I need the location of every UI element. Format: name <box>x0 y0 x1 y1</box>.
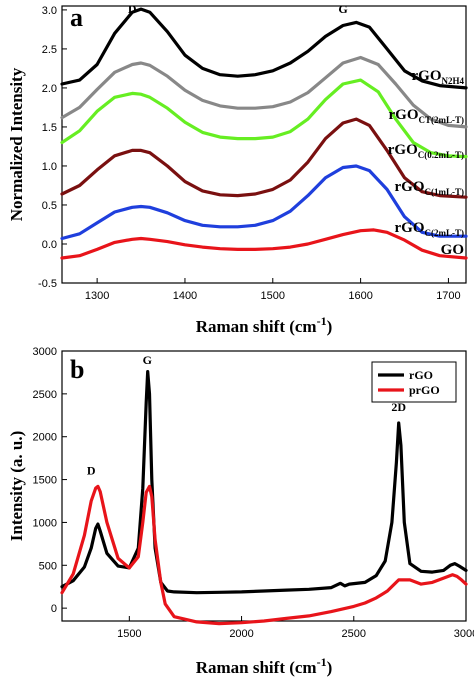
y-axis-title: Intensity (a. u.) <box>7 431 26 542</box>
y-tick-label: 1.5 <box>42 122 57 134</box>
series-label: GO <box>441 242 464 258</box>
y-tick-label: 1.0 <box>42 161 57 173</box>
series-label: rGOC(2mL-T) <box>395 220 465 238</box>
series-line-rgo <box>60 117 468 199</box>
y-axis-title: Normalized Intensity <box>7 67 26 221</box>
series-line-rgo <box>60 7 468 90</box>
panel-b: 1500 2000 2500 3000 0 500 1000 1500 2000 2500 3000… <box>7 346 474 677</box>
series-line-prgo <box>60 484 468 626</box>
series-line-rgo <box>60 55 468 129</box>
series-line-rgo <box>60 164 468 241</box>
x-tick-label: 3000 <box>454 628 474 640</box>
peak-label: D <box>128 2 137 16</box>
y-tick-label: 1000 <box>33 517 57 529</box>
legend-label: prGO <box>409 383 440 397</box>
peak-label: D <box>87 463 96 477</box>
y-tick-label: 0.5 <box>42 200 57 212</box>
y-tick-label: -0.5 <box>38 278 57 290</box>
panel-letter: b <box>70 355 84 384</box>
peak-label: 2D <box>391 400 406 414</box>
series-label: rGON2H4 <box>412 68 465 86</box>
y-tick-label: 3.0 <box>42 5 57 17</box>
x-tick-label: 1500 <box>117 628 141 640</box>
peak-label: G <box>143 353 152 367</box>
y-tick-label: 500 <box>39 560 57 572</box>
x-tick-label: 2500 <box>342 628 366 640</box>
y-tick-label: 3000 <box>33 346 57 358</box>
x-tick-label: 1600 <box>348 290 372 302</box>
panel-letter: a <box>70 3 83 32</box>
y-tick-label: 0.0 <box>42 239 57 251</box>
peak-label: G <box>338 2 347 16</box>
plot-frame <box>61 5 467 284</box>
x-tick-label: 1500 <box>261 290 285 302</box>
y-tick-label: 1500 <box>33 475 57 487</box>
x-tick-label: 2000 <box>229 628 253 640</box>
x-tick-label: 1700 <box>436 290 460 302</box>
legend-label: rGO <box>409 368 433 382</box>
legend-box <box>371 361 457 403</box>
y-tick-label: 2000 <box>33 432 57 444</box>
series-line-rgo <box>60 370 468 595</box>
series-label: rGOC(1mL-T) <box>395 179 465 197</box>
x-axis-title: Raman shift (cm-1) <box>196 314 333 336</box>
series-label: rGOC(0.2mL-T) <box>388 142 464 160</box>
series-line-go <box>60 228 468 260</box>
x-axis-title: Raman shift (cm-1) <box>196 655 333 677</box>
series-line-rgo <box>60 78 468 159</box>
series-label: rGOCT(2mL-T) <box>389 107 465 125</box>
y-tick-label: 2.5 <box>42 44 57 56</box>
y-tick-label: 2500 <box>33 389 57 401</box>
x-tick-label: 1400 <box>173 290 197 302</box>
y-tick-label: 2.0 <box>42 83 57 95</box>
x-tick-label: 1300 <box>85 290 109 302</box>
y-tick-label: 0 <box>51 603 57 615</box>
panel-a: 1300 1400 1500 1600 1700 -0.5 0.0 0.5 1.0 1.5 2.0 2… <box>7 2 468 336</box>
